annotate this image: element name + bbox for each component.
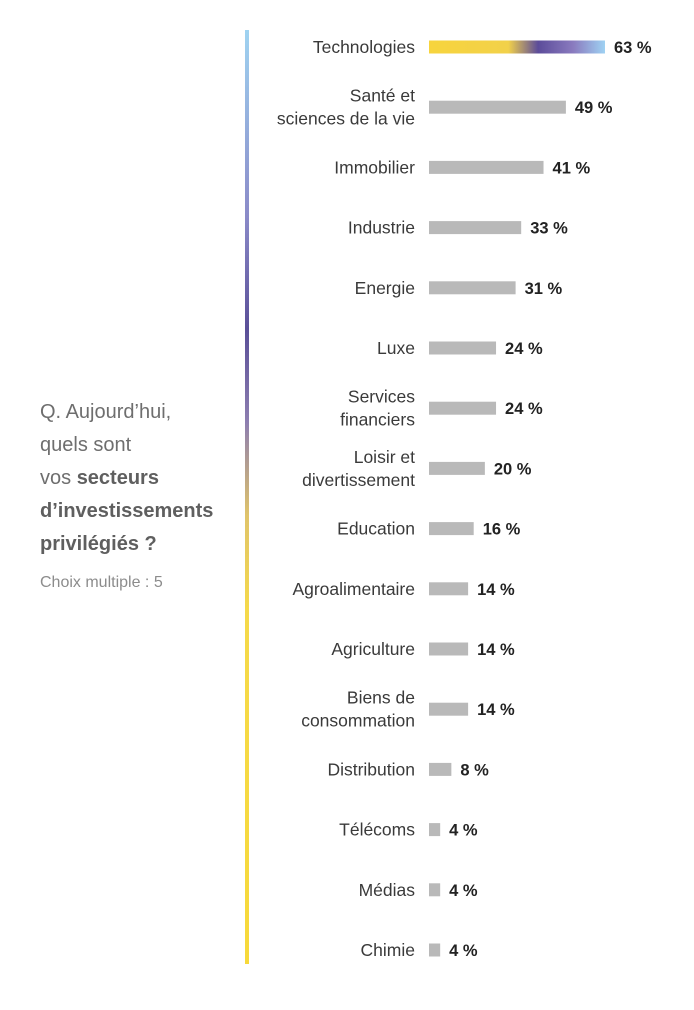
category-label-0-line-0: Technologies [313,37,415,57]
category-label-1-line-1: sciences de la vie [277,109,415,129]
bar-15 [429,943,441,957]
bar-6 [429,401,497,415]
category-label-10: Agriculture [331,639,415,659]
category-label-1-line-0: Santé et [350,86,415,106]
question-line-4: d’investissements [40,495,240,528]
value-label-5: 24 % [505,340,543,358]
value-label-10: 14 % [477,641,515,659]
question-text: Q. Aujourd’hui, quels sont vos secteurs … [40,396,240,561]
category-label-14: Médias [359,880,416,900]
category-label-4: Energie [355,278,415,298]
category-label-13: Télécoms [339,820,415,840]
value-label-4: 31 % [525,280,563,298]
bar-10 [429,642,469,656]
bar-4 [429,281,516,295]
value-label-12: 8 % [460,761,489,779]
question-line-1: Q. Aujourd’hui, [40,401,172,423]
category-label-8: Education [337,519,415,539]
category-label-4-line-0: Energie [355,278,415,298]
category-label-7-line-0: Loisir et [354,447,415,467]
category-label-5-line-0: Luxe [377,338,415,358]
category-label-6-line-1: financiers [340,410,415,430]
category-label-1: Santé et sciences de la vie [277,86,415,129]
value-label-11: 14 % [477,701,515,719]
multiple-choice-note: Choix multiple : 5 [40,574,163,591]
category-label-5: Luxe [377,338,415,358]
bar-7 [429,461,485,475]
value-label-9: 14 % [477,581,515,599]
question-line-4-bold: d’investissements [40,500,214,522]
category-label-15: Chimie [361,940,415,960]
value-label-2: 41 % [553,159,591,177]
category-label-10-line-0: Agriculture [331,639,415,659]
category-label-8-line-0: Education [337,519,415,539]
category-label-11: Biens de consommation [301,688,415,731]
category-label-12-line-0: Distribution [327,759,415,779]
category-label-3: Industrie [348,218,415,238]
question-line-3-bold: secteurs [76,467,159,489]
category-label-13-line-0: Télécoms [339,820,415,840]
bar-9 [429,582,469,596]
value-label-15: 4 % [449,942,478,960]
category-label-6-line-0: Services [348,387,415,407]
category-label-2-line-0: Immobilier [334,157,415,177]
question-line-5: privilégiés ? [40,528,240,561]
category-label-9-line-0: Agroalimentaire [292,579,415,599]
bar-2 [429,160,544,174]
bar-13 [429,823,441,837]
category-label-6: Services financiers [340,387,415,430]
question-line-3: vos secteurs [40,462,240,495]
category-label-2: Immobilier [334,157,415,177]
category-label-15-line-0: Chimie [361,940,415,960]
value-label-14: 4 % [449,882,478,900]
bar-12 [429,762,452,776]
bars-layer: 63 % Technologies 49 % Santé et sciences de … [277,37,652,960]
category-label-3-line-0: Industrie [348,218,415,238]
gradient-divider [245,30,249,964]
value-label-1: 49 % [575,99,613,117]
value-label-8: 16 % [483,521,521,539]
value-label-13: 4 % [449,822,478,840]
value-label-7: 20 % [494,460,532,478]
question-line-3-prefix: vos [40,467,77,489]
bar-14 [429,883,441,897]
bar-3 [429,221,522,235]
category-label-11-line-1: consommation [301,711,415,731]
question-line-2: quels sont [40,434,132,456]
category-label-0: Technologies [313,37,415,57]
bar-8 [429,522,474,536]
category-label-7-line-1: divertissement [302,470,415,490]
value-label-0: 63 % [614,39,652,57]
bar-0 [429,40,605,54]
category-label-7: Loisir et divertissement [302,447,415,490]
category-label-14-line-0: Médias [359,880,416,900]
value-label-6: 24 % [505,400,543,418]
category-label-9: Agroalimentaire [292,579,415,599]
category-label-11-line-0: Biens de [347,688,415,708]
bar-11 [429,702,469,716]
question-line-5-bold: privilégiés ? [40,533,157,555]
category-label-12: Distribution [327,759,415,779]
value-label-3: 33 % [530,220,568,238]
bar-5 [429,341,497,355]
bar-1 [429,100,566,114]
